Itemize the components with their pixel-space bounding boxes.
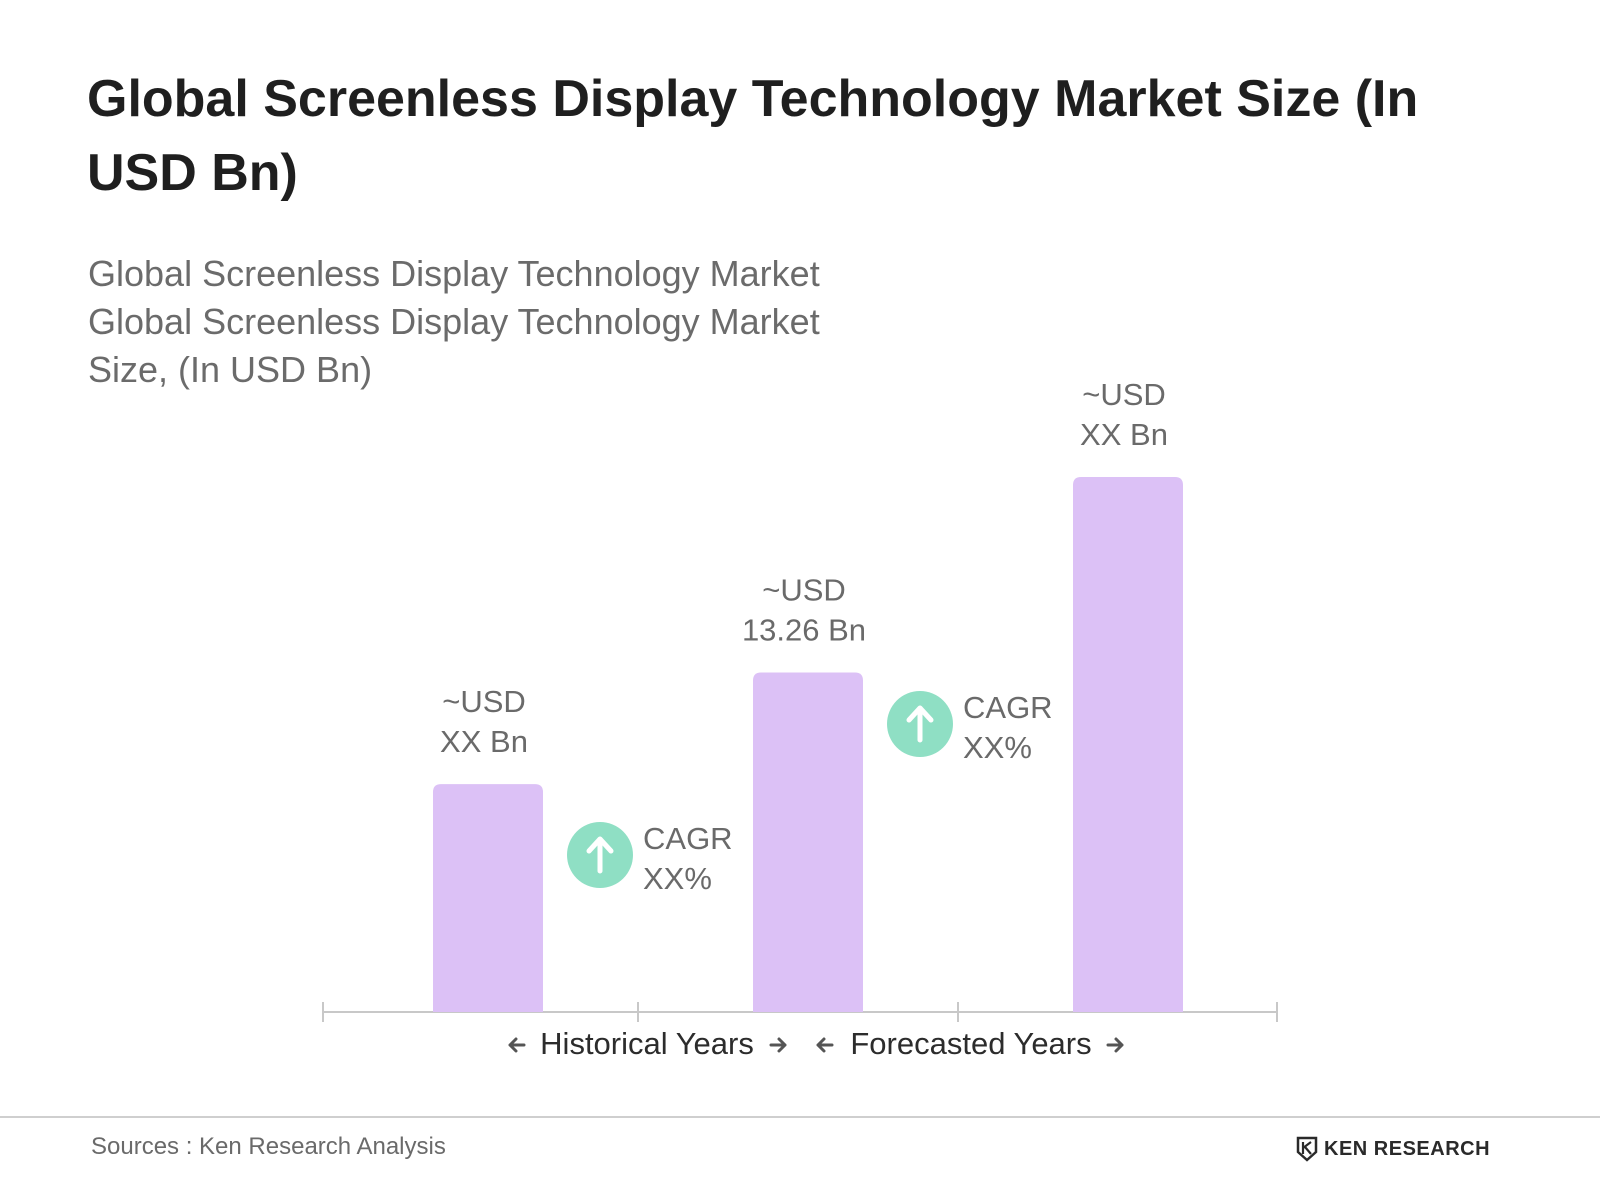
- bar: [433, 784, 543, 1012]
- arrow-up-icon: [906, 705, 934, 743]
- ken-research-logo-icon: [1296, 1136, 1318, 1162]
- cagr-value: XX%: [963, 730, 1032, 765]
- bar-value-label: ~USD: [762, 573, 846, 608]
- chart-title: Global Screenless Display Technology Mar…: [87, 70, 1419, 202]
- bar-value-label: 13.26 Bn: [742, 613, 866, 648]
- bar-value-label: XX Bn: [1080, 417, 1168, 452]
- source-note: Sources : Ken Research Analysis: [91, 1133, 446, 1160]
- arrow-left-icon: [816, 1037, 834, 1053]
- arrow-up-icon: [586, 836, 614, 874]
- ken-research-logo: KEN RESEARCH: [1296, 1134, 1490, 1164]
- bar-value-label: XX Bn: [440, 724, 528, 759]
- subtitle-line-2: Global Screenless Display Technology Mar…: [88, 301, 820, 342]
- arrow-left-icon: [508, 1037, 526, 1053]
- bar: [753, 672, 863, 1012]
- arrow-right-icon: [1106, 1037, 1124, 1053]
- period-label: Historical Years: [540, 1026, 754, 1061]
- arrow-right-icon: [769, 1037, 787, 1053]
- period-label: Forecasted Years: [850, 1026, 1091, 1061]
- bar-chart: ~USD XX Bn ~USD 13.26 Bn ~USD XX Bn CAGR XX% CAG…: [322, 377, 1278, 1061]
- bar: [1073, 476, 1183, 1013]
- footer-divider: [0, 1116, 1600, 1118]
- chart-subtitle: Global Screenless Display Technology Mar…: [88, 250, 908, 394]
- subtitle-line-1: Global Screenless Display Technology Mar…: [88, 253, 820, 294]
- cagr-label: CAGR: [643, 821, 733, 856]
- cagr-value: XX%: [643, 861, 712, 896]
- cagr-label: CAGR: [963, 690, 1053, 725]
- subtitle-line-3: Size, (In USD Bn): [88, 349, 373, 390]
- bar-value-label: ~USD: [1082, 377, 1166, 412]
- bar-value-label: ~USD: [442, 684, 526, 719]
- logo-text: KEN RESEARCH: [1324, 1137, 1491, 1160]
